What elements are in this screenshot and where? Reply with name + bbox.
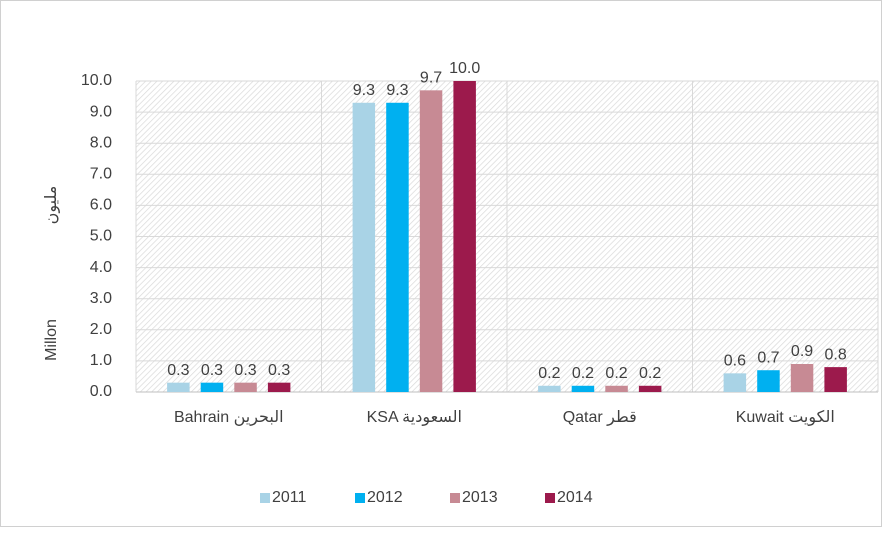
data-label: 0.2 <box>639 365 661 382</box>
bar <box>200 382 224 392</box>
data-label: 9.7 <box>420 70 442 87</box>
x-tick-label: KSA السعودية <box>367 409 462 427</box>
bar <box>790 364 814 392</box>
data-label: 0.2 <box>572 365 594 382</box>
bar <box>267 382 291 392</box>
data-label: 0.6 <box>724 353 746 370</box>
legend-swatch <box>355 493 365 503</box>
y-axis-label: Millon <box>43 319 60 361</box>
legend-swatch <box>260 493 270 503</box>
legend-swatch <box>450 493 460 503</box>
bar <box>386 102 409 393</box>
data-label: 0.3 <box>201 362 223 379</box>
bar <box>638 385 662 392</box>
y-tick-label: 9.0 <box>90 103 112 120</box>
data-label: 0.3 <box>268 362 290 379</box>
x-tick-label: Qatar قطر <box>563 409 637 427</box>
bar <box>538 385 561 392</box>
y-tick-label: 3.0 <box>90 290 112 307</box>
legend-label: 2012 <box>367 489 403 506</box>
bar <box>824 367 847 392</box>
data-label: 9.3 <box>353 82 375 99</box>
data-label: 0.2 <box>538 365 560 382</box>
legend-swatch <box>545 493 555 503</box>
data-label: 0.9 <box>791 343 813 360</box>
bar <box>453 81 476 392</box>
y-tick-label: 0.0 <box>90 383 112 400</box>
y-tick-label: 7.0 <box>90 166 112 183</box>
legend-label: 2014 <box>557 489 593 506</box>
data-label: 9.3 <box>386 82 408 99</box>
legend-label: 2013 <box>462 489 498 506</box>
x-tick-label: Kuwait الكويت <box>736 409 835 427</box>
data-label: 0.8 <box>825 346 847 363</box>
x-tick-label: Bahrain البحرين <box>174 409 284 427</box>
y-axis-label-ar: مليون <box>43 186 61 225</box>
bar <box>757 370 780 392</box>
bar <box>605 385 628 392</box>
bar <box>352 102 376 393</box>
y-tick-label: 10.0 <box>81 72 112 89</box>
y-tick-label: 4.0 <box>90 259 112 276</box>
data-label: 0.3 <box>167 362 189 379</box>
bar <box>571 385 595 392</box>
bar <box>419 90 443 392</box>
y-tick-label: 2.0 <box>90 321 112 338</box>
y-tick-label: 8.0 <box>90 134 112 151</box>
data-label: 0.3 <box>234 362 256 379</box>
bar <box>167 382 190 392</box>
bar <box>234 382 257 392</box>
data-label: 0.7 <box>757 349 779 366</box>
data-label: 10.0 <box>449 60 480 77</box>
y-tick-label: 1.0 <box>90 352 112 369</box>
data-label: 0.2 <box>605 365 627 382</box>
legend-label: 2011 <box>272 489 307 506</box>
bar <box>723 373 747 392</box>
y-tick-label: 5.0 <box>90 228 112 245</box>
y-tick-label: 6.0 <box>90 197 112 214</box>
